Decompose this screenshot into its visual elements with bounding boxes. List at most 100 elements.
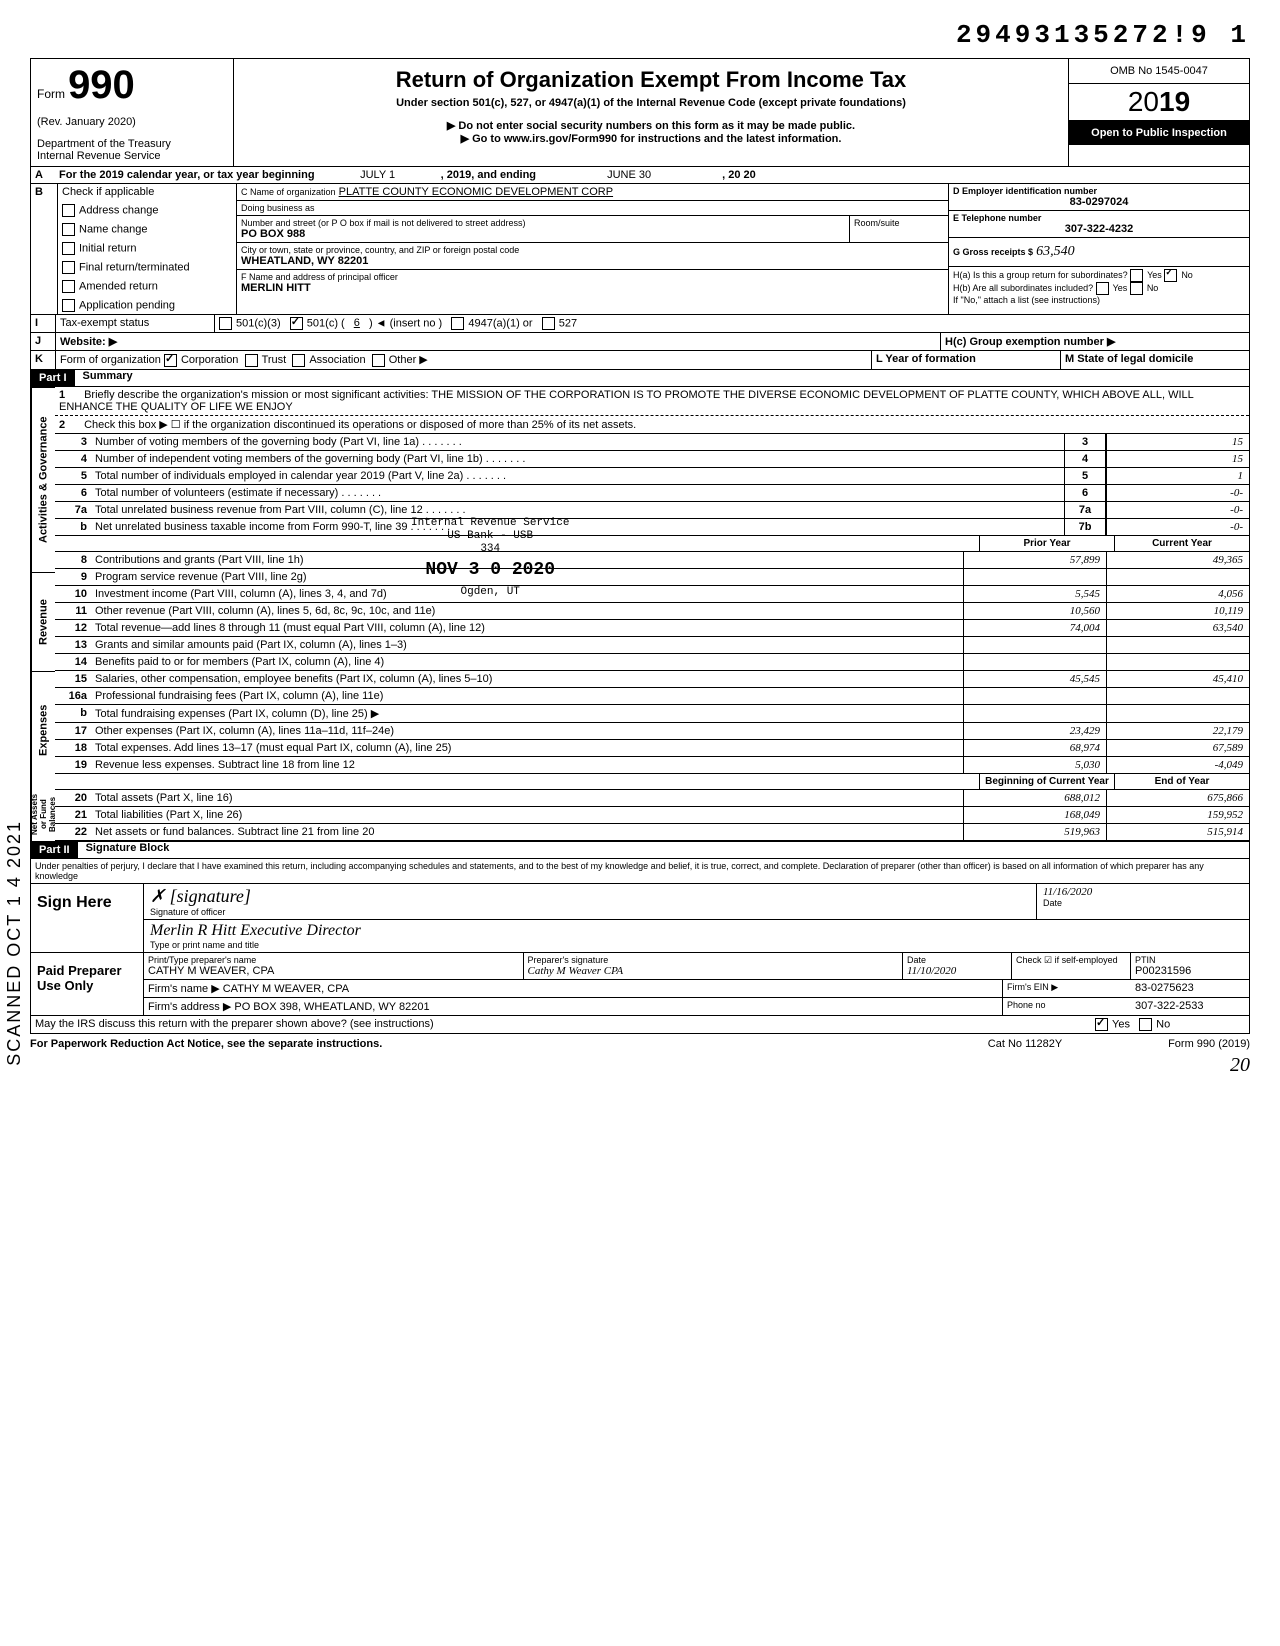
preparer-sig-label: Preparer's signature [528,955,899,965]
line-14-prior [963,654,1106,670]
phone-label: Phone no [1002,998,1131,1015]
page-handwritten: 20 [30,1054,1250,1077]
check-initial-return[interactable] [62,242,75,255]
discuss-no-label: No [1156,1018,1170,1030]
line-6-num: 6 [55,485,91,501]
line-6-text: Total number of volunteers (estimate if … [91,485,1064,501]
preparer-name-label: Print/Type preparer's name [148,955,519,965]
line-14-num: 14 [55,654,91,670]
hb-yes-label: Yes [1113,283,1128,293]
part-1-header: Part I [31,370,75,386]
opt-501c3: 501(c)(3) [236,317,281,329]
check-corp[interactable] [164,354,177,367]
discuss-yes[interactable] [1095,1018,1108,1031]
preparer-date: 11/10/2020 [907,965,1007,977]
ha-yes[interactable] [1130,269,1143,282]
g-label: G Gross receipts $ [953,247,1033,257]
omb-number: OMB No 1545-0047 [1069,59,1249,84]
check-if-applicable: Check if applicable [62,186,232,198]
label-application-pending: Application pending [79,299,175,311]
col-prior-year: Prior Year [979,536,1114,551]
dept-1: Department of the Treasury [37,138,227,150]
line-13-current [1106,637,1249,653]
row-k-text: Form of organization [60,354,161,366]
check-amended[interactable] [62,280,75,293]
line-10-prior: 5,545 [963,586,1106,602]
line-21-text: Total liabilities (Part X, line 26) [91,807,963,823]
org-name: PLATTE COUNTY ECONOMIC DEVELOPMENT CORP [339,186,613,198]
check-other[interactable] [372,354,385,367]
dba-label: Doing business as [237,201,948,216]
ha-no-label: No [1181,270,1193,280]
line-11-text: Other revenue (Part VIII, column (A), li… [91,603,963,619]
opt-insert: ) ◄ (insert no ) [369,317,442,329]
row-j-text: Website: ▶ [56,333,940,350]
check-4947[interactable] [451,317,464,330]
row-a-end2: , 20 20 [722,169,756,181]
line-1-text: Briefly describe the organization's miss… [84,389,428,401]
line-21-end: 159,952 [1106,807,1249,823]
line-4-num: 4 [55,451,91,467]
dept-2: Internal Revenue Service [37,150,227,162]
gross-receipts: 63,540 [1036,244,1075,259]
line-19-prior: 5,030 [963,757,1106,773]
ha-no[interactable] [1164,269,1177,282]
check-501c[interactable] [290,317,303,330]
line-7b-val: -0- [1106,519,1249,535]
sig-date: 11/16/2020 [1043,886,1243,898]
line-12-current: 63,540 [1106,620,1249,636]
line-20-num: 20 [55,790,91,806]
line-15-text: Salaries, other compensation, employee b… [91,671,963,687]
line-15-num: 15 [55,671,91,687]
line-17-current: 22,179 [1106,723,1249,739]
line-9-text: Program service revenue (Part VIII, line… [91,569,963,585]
check-501c3[interactable] [219,317,232,330]
check-application-pending[interactable] [62,299,75,312]
line-7a-num: 7a [55,502,91,518]
section-governance: Activities & Governance [31,387,55,572]
line-3-num: 3 [55,434,91,450]
check-trust[interactable] [245,354,258,367]
line-15-prior: 45,545 [963,671,1106,687]
form-number: 990 [68,63,135,107]
line-9-num: 9 [55,569,91,585]
line-22-end: 515,914 [1106,824,1249,840]
line-9-current [1106,569,1249,585]
line-11-current: 10,119 [1106,603,1249,619]
col-beginning: Beginning of Current Year [979,774,1114,789]
check-address-change[interactable] [62,204,75,217]
telephone: 307-322-4232 [953,223,1245,235]
line-20-text: Total assets (Part X, line 16) [91,790,963,806]
line-16a-current [1106,688,1249,704]
line-16a-text: Professional fundraising fees (Part IX, … [91,688,963,704]
line-17-text: Other expenses (Part IX, column (A), lin… [91,723,963,739]
line-19-num: 19 [55,757,91,773]
line-5-val: 1 [1106,468,1249,484]
discuss-no[interactable] [1139,1018,1152,1031]
form-goto: Go to www.irs.gov/Form990 for instructio… [240,132,1062,145]
line-7b-box: 7b [1064,519,1106,535]
line-20-end: 675,866 [1106,790,1249,806]
line-9-prior [963,569,1106,585]
firm-ein-label: Firm's EIN ▶ [1002,980,1131,997]
label-amended: Amended return [79,280,158,292]
opt-4947: 4947(a)(1) or [468,317,532,329]
line-3-box: 3 [1064,434,1106,450]
label-initial-return: Initial return [79,242,136,254]
check-name-change[interactable] [62,223,75,236]
addr-label: Number and street (or P O box if mail is… [241,218,845,228]
discuss-yes-label: Yes [1112,1018,1130,1030]
line-12-num: 12 [55,620,91,636]
section-net-assets: Net Assets or Fund Balances [31,788,55,841]
line-3-val: 15 [1106,434,1249,450]
opt-501c: 501(c) ( [307,317,345,329]
line-18-prior: 68,974 [963,740,1106,756]
part-2-header: Part II [31,842,78,858]
check-final-return[interactable] [62,261,75,274]
part-2-title: Signature Block [78,842,170,858]
hb-yes[interactable] [1096,282,1109,295]
row-a-mid: , 2019, and ending [441,169,536,181]
hb-no[interactable] [1130,282,1143,295]
check-assoc[interactable] [292,354,305,367]
check-527[interactable] [542,317,555,330]
